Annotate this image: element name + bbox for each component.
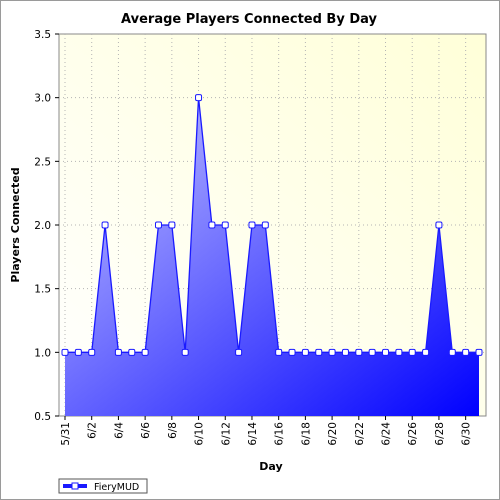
- legend-box: [58, 478, 148, 494]
- data-point: [208, 221, 216, 229]
- x-tick-label: 6/30: [461, 422, 473, 446]
- data-point: [368, 348, 376, 356]
- data-point: [395, 348, 403, 356]
- data-point: [301, 348, 309, 356]
- y-tick-label: 2.0: [34, 220, 51, 232]
- data-point: [408, 348, 416, 356]
- y-tick-label: 2.5: [34, 156, 51, 168]
- x-tick-label: 6/28: [434, 422, 446, 446]
- data-point: [221, 221, 229, 229]
- data-point: [88, 348, 96, 356]
- data-point: [235, 348, 243, 356]
- data-point: [315, 348, 323, 356]
- data-point: [462, 348, 470, 356]
- legend-label: FieryMUD: [94, 482, 139, 493]
- data-point: [355, 348, 363, 356]
- data-point: [341, 348, 349, 356]
- legend: FieryMUD: [58, 478, 148, 494]
- x-tick-label: 6/18: [300, 422, 312, 446]
- data-point: [154, 221, 162, 229]
- data-point: [74, 348, 82, 356]
- data-point: [61, 348, 69, 356]
- data-point: [195, 94, 203, 102]
- data-point: [422, 348, 430, 356]
- data-point: [141, 348, 149, 356]
- x-tick-label: 5/31: [60, 422, 72, 446]
- y-axis-title: Players Connected: [9, 167, 22, 282]
- x-tick-label: 6/16: [274, 422, 286, 446]
- data-point: [275, 348, 283, 356]
- data-point: [288, 348, 296, 356]
- data-point: [382, 348, 390, 356]
- x-tick-label: 6/4: [113, 422, 125, 439]
- x-tick-label: 6/14: [247, 422, 259, 446]
- y-tick-label: 3.5: [34, 29, 51, 41]
- x-tick-label: 6/2: [87, 422, 99, 439]
- data-point: [248, 221, 256, 229]
- series-area: [61, 94, 483, 417]
- data-point: [168, 221, 176, 229]
- data-point: [261, 221, 269, 229]
- series-fill: [65, 97, 479, 417]
- y-tick-label: 3.0: [34, 93, 51, 105]
- axes: 0.5 1.0 1.5 2.0 2.5 3.0 3.5 5/31 6/2 6/4 6/6 6/8 6/1…: [34, 29, 472, 446]
- chart-title: Average Players Connected By Day: [121, 12, 377, 27]
- x-tick-label: 6/8: [167, 422, 179, 439]
- data-point: [448, 348, 456, 356]
- x-tick-label: 6/26: [407, 422, 419, 446]
- x-tick-label: 6/22: [354, 422, 366, 446]
- data-point: [101, 221, 109, 229]
- x-tick-label: 6/20: [327, 422, 339, 446]
- x-tick-label: 6/12: [220, 422, 232, 446]
- data-point: [181, 348, 189, 356]
- x-tick-label: 6/10: [194, 422, 206, 446]
- x-tick-label: 6/24: [381, 422, 393, 446]
- y-tick-label: 1.5: [34, 284, 51, 296]
- data-point: [475, 348, 483, 356]
- data-point: [328, 348, 336, 356]
- data-point: [114, 348, 122, 356]
- x-tick-label: 6/6: [140, 422, 152, 439]
- data-point: [128, 348, 136, 356]
- y-tick-label: 0.5: [34, 411, 51, 423]
- y-tick-label: 1.0: [34, 347, 51, 359]
- x-axis-title: Day: [259, 460, 282, 473]
- data-point: [435, 221, 443, 229]
- legend-marker: [71, 482, 79, 490]
